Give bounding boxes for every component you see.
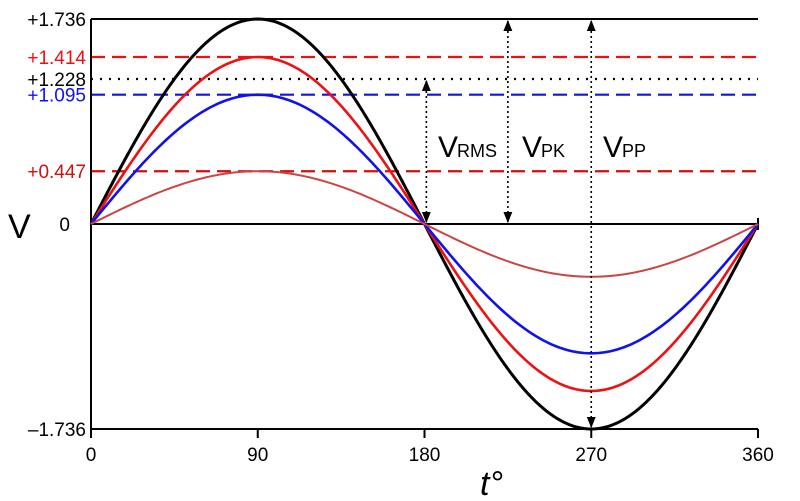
sine-curves (89, 17, 760, 431)
y-tick-label-1-736: –1.736 (28, 420, 86, 441)
reference-lines (91, 18, 758, 430)
x-tick-label-0: 0 (86, 445, 97, 466)
y-tick-label-1-736: +1.736 (27, 10, 86, 31)
y-tick-labels: +1.736 +1.414+1.228+1.095 +0.447 0 –1.736 (27, 10, 86, 441)
x-ticks: 0 90 180 270 360 (86, 429, 774, 466)
y-axis-label: V (8, 208, 31, 246)
x-tick-label-360: 360 (742, 445, 774, 466)
x-tick-label-180: 180 (409, 445, 441, 466)
sine-curve-amplitude-0-447 (90, 170, 759, 278)
y-tick-label-1-228: +1.228 (27, 70, 86, 91)
y-tick-label-1-414: +1.414 (27, 48, 86, 69)
y-tick-label-0: 0 (59, 215, 70, 236)
x-tick-label-270: 270 (575, 445, 607, 466)
label-v-pp: VPP (603, 131, 646, 164)
label-v-pk: VPK (522, 131, 565, 164)
y-tick-label-0-447: +0.447 (27, 162, 86, 183)
x-axis-label: t° (480, 465, 503, 501)
y-tick-label-1-095: +1.095 (27, 86, 86, 107)
label-v-rms: VRMS (438, 131, 497, 164)
x-tick-label-90: 90 (247, 445, 268, 466)
